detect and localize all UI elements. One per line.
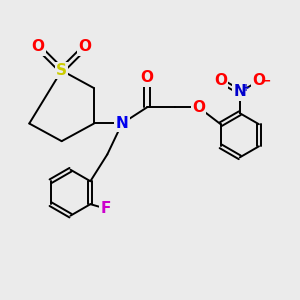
Text: O: O <box>214 73 227 88</box>
Text: O: O <box>192 100 205 115</box>
Text: N: N <box>116 116 128 131</box>
Text: O: O <box>141 70 154 86</box>
Text: +: + <box>242 82 250 93</box>
Text: −: − <box>261 74 272 87</box>
Text: N: N <box>233 85 246 100</box>
Text: O: O <box>252 73 266 88</box>
Text: S: S <box>56 63 67 78</box>
Text: O: O <box>32 39 45 54</box>
Text: F: F <box>100 201 111 216</box>
Text: O: O <box>79 39 92 54</box>
